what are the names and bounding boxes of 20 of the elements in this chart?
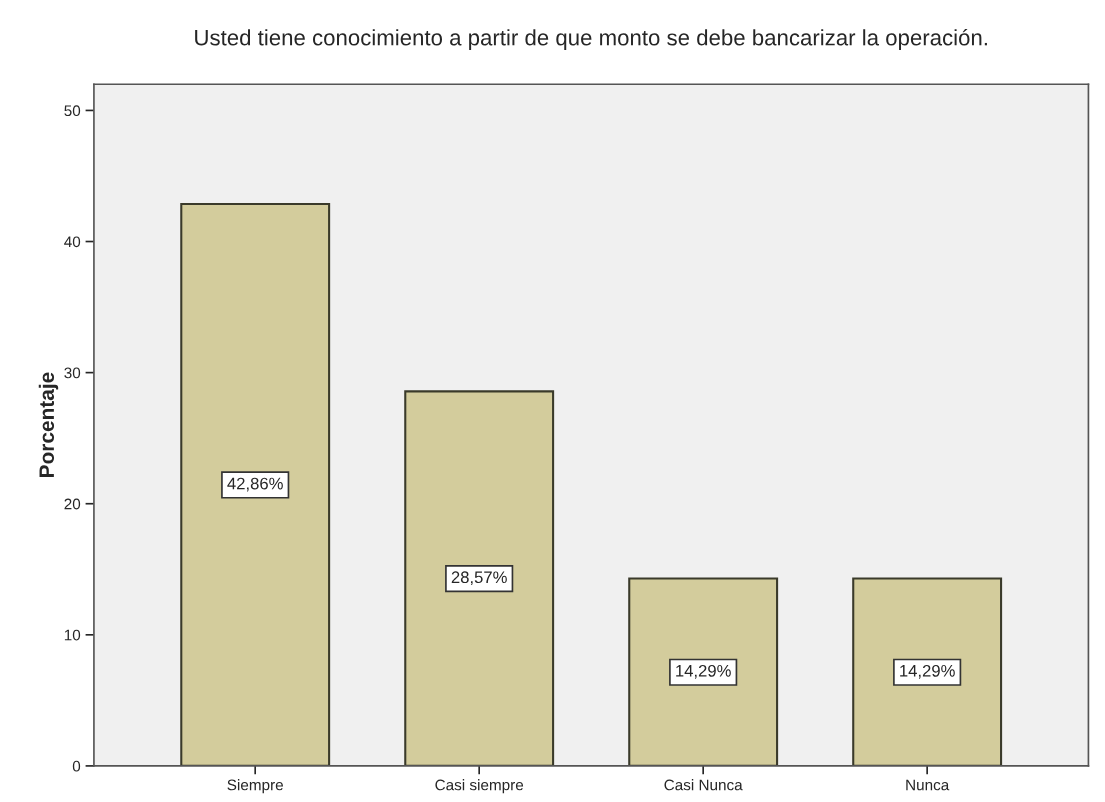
y-tick-label: 10: [64, 629, 81, 641]
y-tick-label: 50: [64, 105, 81, 117]
bar: [628, 577, 779, 766]
y-tick-label: 30: [64, 367, 81, 379]
data-label: 28,57%: [451, 571, 507, 586]
x-tick-label: Nunca: [906, 779, 950, 791]
y-tick-label: 20: [64, 498, 81, 510]
y-tick-label: 40: [64, 236, 81, 248]
x-tick-label: Casi siempre: [435, 779, 524, 794]
data-label: 14,29%: [900, 664, 955, 679]
y-axis-title: Porcentaje: [38, 372, 59, 477]
chart-title: Usted tiene conocimiento a partir de que monto se debe bancarizar la operación.: [195, 28, 987, 50]
y-tick-label: 0: [72, 760, 81, 772]
x-tick-label: Casi Nunca: [664, 779, 743, 791]
data-label: 14,29%: [676, 664, 731, 679]
x-tick-label: Siempre: [227, 779, 283, 794]
bar: [180, 202, 331, 766]
bar: [852, 577, 1003, 766]
data-label: 42,86%: [227, 477, 283, 492]
bar: [404, 390, 555, 766]
